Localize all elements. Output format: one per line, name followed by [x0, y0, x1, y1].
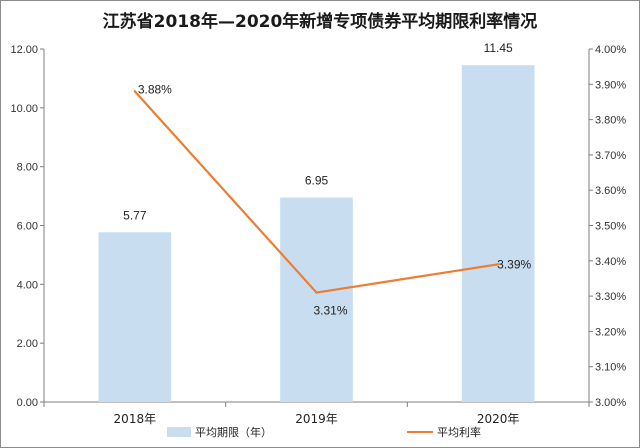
- bar-series: [98, 65, 535, 402]
- bar-2020年: [461, 65, 535, 402]
- legend-label-bar: 平均期限（年）: [195, 425, 272, 439]
- left-tick-label: 8.00: [17, 162, 38, 174]
- left-tick-label: 10.00: [10, 103, 38, 115]
- right-tick-label: 3.90%: [595, 79, 626, 91]
- right-tick-label: 3.30%: [595, 291, 626, 303]
- rate-point: [496, 263, 500, 266]
- rate-value-label: 3.88%: [138, 82, 172, 96]
- bar-value-label: 6.95: [305, 174, 329, 188]
- right-tick-label: 3.10%: [595, 362, 626, 374]
- rate-point: [133, 90, 137, 93]
- right-tick-label: 3.60%: [595, 185, 626, 197]
- rate-point: [315, 291, 318, 294]
- right-tick-label: 3.00%: [595, 397, 626, 409]
- x-tick-label: 2019年: [295, 412, 338, 426]
- axes: 0.00 2.00 4.00 6.00 8.00 10.00 12.00 3.00% 3.10%…: [10, 44, 626, 426]
- legend-label-line: 平均利率: [437, 425, 481, 439]
- right-tick-label: 4.00%: [595, 44, 626, 56]
- right-tick-label: 3.70%: [595, 150, 626, 162]
- right-tick-label: 3.40%: [595, 256, 626, 268]
- left-tick-label: 6.00: [17, 221, 38, 233]
- rate-value-label: 3.31%: [313, 304, 347, 318]
- right-tick-label: 3.80%: [595, 115, 626, 127]
- left-tick-label: 2.00: [17, 338, 38, 350]
- x-tick-label: 2020年: [477, 412, 520, 426]
- legend: 平均期限（年） 平均利率: [167, 425, 481, 439]
- left-tick-label: 0.00: [17, 397, 38, 409]
- bar-value-label: 11.45: [484, 41, 513, 55]
- left-tick-label: 4.00: [17, 279, 38, 291]
- bar-value-label: 5.77: [123, 208, 147, 222]
- x-tick-label: 2018年: [114, 412, 157, 426]
- line-series: [133, 90, 500, 294]
- right-tick-label: 3.20%: [595, 326, 626, 338]
- legend-swatch-bar: [167, 427, 191, 437]
- rate-value-label: 3.39%: [497, 257, 531, 271]
- data-labels: 5.77 6.95 11.45 3.88% 3.31% 3.39%: [123, 41, 531, 317]
- bar-2018年: [98, 232, 172, 402]
- bar-2019年: [280, 197, 353, 402]
- left-tick-label: 12.00: [10, 44, 38, 56]
- right-tick-label: 3.50%: [595, 221, 626, 233]
- chart-title: 江苏省2018年—2020年新增专项债券平均期限利率情况: [103, 11, 538, 32]
